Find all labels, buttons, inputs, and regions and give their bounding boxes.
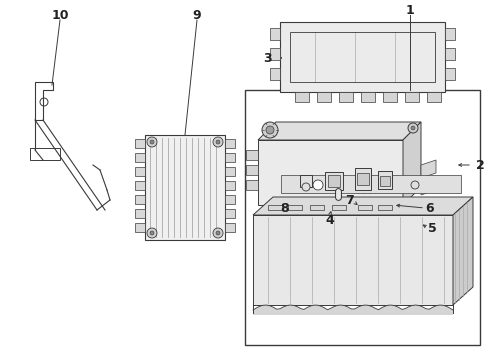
Text: 8: 8	[280, 202, 289, 215]
Bar	[224, 167, 235, 176]
Polygon shape	[444, 28, 454, 40]
Bar	[379, 176, 389, 186]
Text: 1: 1	[405, 4, 413, 17]
Circle shape	[216, 140, 220, 144]
Bar	[224, 181, 235, 190]
Polygon shape	[402, 122, 420, 205]
Circle shape	[357, 180, 367, 190]
Bar	[377, 171, 391, 189]
Text: 2: 2	[475, 158, 484, 171]
Polygon shape	[269, 48, 280, 60]
Bar	[224, 153, 235, 162]
Bar	[145, 135, 224, 240]
Polygon shape	[452, 197, 472, 305]
Polygon shape	[245, 180, 258, 190]
Bar	[135, 139, 145, 148]
Bar	[224, 195, 235, 204]
Polygon shape	[331, 205, 346, 210]
Polygon shape	[377, 205, 391, 210]
Polygon shape	[280, 22, 444, 92]
Bar	[135, 181, 145, 190]
Polygon shape	[281, 175, 460, 193]
Text: 5: 5	[427, 221, 435, 234]
Polygon shape	[426, 92, 440, 102]
Bar	[135, 209, 145, 218]
Bar	[135, 153, 145, 162]
Polygon shape	[245, 165, 258, 175]
Polygon shape	[258, 122, 420, 140]
Text: 4: 4	[325, 213, 334, 226]
Circle shape	[147, 137, 157, 147]
Bar	[135, 223, 145, 232]
Text: 7: 7	[345, 194, 354, 207]
Bar	[135, 195, 145, 204]
Polygon shape	[287, 205, 302, 210]
Polygon shape	[404, 92, 418, 102]
Text: 10: 10	[51, 9, 69, 22]
Text: 6: 6	[425, 202, 433, 215]
Polygon shape	[245, 150, 258, 160]
Polygon shape	[267, 205, 282, 210]
Circle shape	[150, 140, 154, 144]
Circle shape	[302, 183, 309, 191]
Polygon shape	[360, 92, 374, 102]
Bar	[325, 172, 342, 190]
Bar	[354, 168, 370, 190]
Bar	[224, 223, 235, 232]
Circle shape	[147, 228, 157, 238]
Circle shape	[410, 126, 414, 130]
Polygon shape	[338, 92, 352, 102]
Polygon shape	[382, 92, 396, 102]
Polygon shape	[444, 48, 454, 60]
Polygon shape	[420, 177, 435, 195]
Bar	[135, 167, 145, 176]
Polygon shape	[258, 140, 402, 205]
Bar	[356, 173, 368, 185]
Polygon shape	[309, 205, 324, 210]
Bar	[327, 175, 339, 187]
Polygon shape	[444, 68, 454, 80]
Polygon shape	[269, 68, 280, 80]
Polygon shape	[269, 28, 280, 40]
Polygon shape	[252, 197, 472, 215]
Circle shape	[265, 126, 273, 134]
Polygon shape	[252, 215, 452, 305]
Polygon shape	[357, 205, 371, 210]
Bar	[224, 139, 235, 148]
Polygon shape	[316, 92, 330, 102]
Bar	[299, 175, 311, 187]
Polygon shape	[294, 92, 308, 102]
Circle shape	[410, 181, 418, 189]
Bar	[224, 209, 235, 218]
Text: 9: 9	[192, 9, 201, 22]
Bar	[244, 90, 479, 345]
Circle shape	[150, 231, 154, 235]
Circle shape	[407, 123, 417, 133]
Circle shape	[216, 231, 220, 235]
Circle shape	[213, 228, 223, 238]
Circle shape	[213, 137, 223, 147]
Text: 3: 3	[263, 51, 272, 64]
Circle shape	[312, 180, 323, 190]
Polygon shape	[420, 160, 435, 178]
Circle shape	[262, 122, 278, 138]
